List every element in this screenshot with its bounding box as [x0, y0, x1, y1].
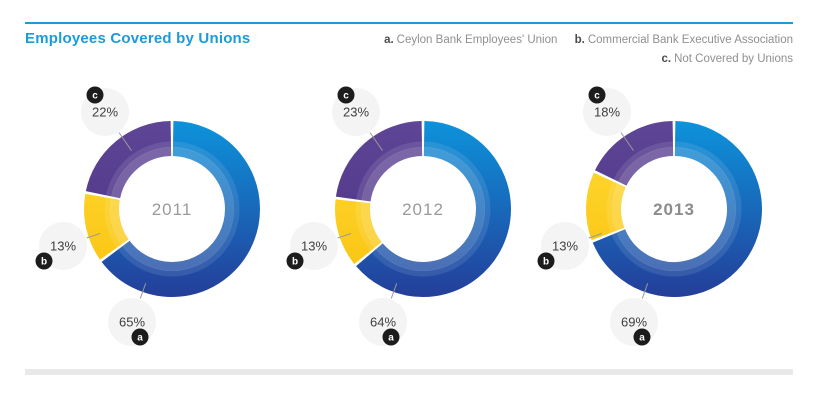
percent-label-b: 13%b [286, 222, 352, 270]
donut-chart-2012: 2012 64% a 13% b 23% c [283, 80, 553, 355]
legend-row-2: c. Not Covered by Unions [370, 50, 794, 69]
donut-segment-b [84, 193, 130, 260]
legend-label-b: Commercial Bank Executive Association [587, 34, 793, 46]
key-badge-letter: c [343, 91, 349, 102]
percent-label-c: 23% c [332, 86, 383, 151]
percent-label-b: 13%b [537, 222, 603, 270]
legend-row-1: a. Ceylon Bank Employees' Union b. Commerc… [370, 31, 793, 50]
leader-line [390, 283, 398, 299]
donut-svg-2011: 2011 65% a 13%b 22% c [35, 86, 260, 346]
inner-highlight-band [612, 147, 736, 271]
percent-value: 23% [343, 105, 369, 120]
page-title: Employees Covered by Unions [25, 30, 251, 47]
year-label: 2013 [653, 200, 695, 219]
percent-value: 18% [594, 105, 620, 120]
legend-item-b: b. Commercial Bank Executive Association [575, 34, 793, 46]
top-divider [25, 22, 793, 24]
percent-value: 69% [621, 315, 647, 330]
donut-svg-2012: 2012 64% a 13%b 23% c [286, 86, 511, 346]
donut-chart-2011: 2011 65% a 13% b 22% c [32, 80, 302, 355]
key-badge-b [35, 252, 53, 270]
legend-item-c: c. Not Covered by Unions [662, 53, 794, 65]
leader-line [139, 283, 147, 299]
legend-key-c: c. [661, 53, 672, 65]
key-badge-c [588, 86, 606, 104]
percent-value: 65% [119, 315, 145, 330]
key-badge-a [382, 328, 400, 346]
key-badge-letter: c [92, 91, 98, 102]
leader-line [588, 233, 603, 239]
percent-label-a: 64% a [359, 283, 407, 346]
inner-highlight-band [110, 147, 234, 271]
key-badge-a [633, 328, 651, 346]
percent-value: 13% [50, 239, 76, 254]
leader-line [118, 132, 132, 151]
percent-value: 13% [301, 239, 327, 254]
legend: a. Ceylon Bank Employees' Union b. Commerc… [370, 31, 793, 69]
legend-key-b: b. [574, 34, 585, 46]
key-badge-c [86, 86, 104, 104]
donut-segment-a [592, 121, 762, 297]
key-badge-letter: a [137, 333, 143, 344]
year-label: 2011 [152, 200, 193, 219]
donut-svg-2013: 2013 69% a 13%b 18% c [537, 86, 762, 346]
key-badge-letter: a [639, 333, 645, 344]
donut-chart-2013: 2013 69% a 13% b 18% c [534, 80, 804, 355]
percent-value: 64% [370, 315, 396, 330]
leader-line [641, 283, 649, 299]
key-badge-letter: b [41, 257, 47, 268]
key-badge-b [286, 252, 304, 270]
donut-segment-c [85, 121, 172, 199]
donut-segment-c [335, 121, 423, 203]
legend-item-a: a. Ceylon Bank Employees' Union [384, 34, 557, 46]
inner-highlight-band-2 [355, 141, 491, 277]
donut-segment-b [586, 172, 627, 241]
legend-label-a: Ceylon Bank Employees' Union [396, 34, 558, 46]
key-badge-c [337, 86, 355, 104]
key-badge-letter: c [594, 91, 600, 102]
key-badge-a [131, 328, 149, 346]
percent-value: 13% [552, 239, 578, 254]
percent-value: 22% [92, 105, 118, 120]
key-badge-b [537, 252, 555, 270]
percent-label-a: 65% a [108, 283, 156, 346]
donut-segment-b [335, 199, 383, 265]
inner-highlight-band [361, 147, 485, 271]
donut-segment-c [594, 121, 674, 187]
year-label: 2012 [402, 200, 444, 219]
leader-line [620, 132, 634, 151]
percent-label-b: 13%b [35, 222, 101, 270]
inner-highlight-band-2 [104, 141, 240, 277]
leader-line [86, 233, 101, 239]
percent-label-a: 69% a [610, 283, 658, 346]
percent-label-c: 22% c [81, 86, 132, 151]
percent-label-c: 18% c [583, 86, 634, 151]
bottom-divider [25, 369, 793, 375]
inner-highlight-band-2 [606, 141, 742, 277]
key-badge-letter: b [543, 257, 549, 268]
leader-line [369, 132, 383, 151]
legend-key-a: a. [384, 34, 394, 46]
key-badge-letter: b [292, 257, 298, 268]
key-badge-letter: a [388, 333, 394, 344]
leader-line [337, 233, 352, 239]
legend-label-c: Not Covered by Unions [674, 53, 793, 65]
donut-segment-a [356, 121, 511, 297]
donut-segment-a [101, 121, 260, 297]
